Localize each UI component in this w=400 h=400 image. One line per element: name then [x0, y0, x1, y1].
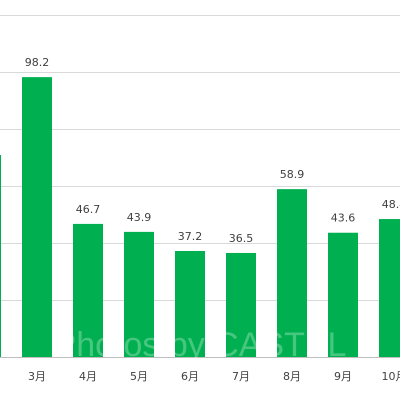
x-axis-tick-labels: 2月3月4月5月6月7月8月9月10月	[28, 370, 400, 383]
bar	[226, 252, 256, 357]
bar	[124, 231, 154, 357]
data-label: 46.7	[76, 203, 101, 216]
bar	[22, 77, 52, 357]
bar	[0, 155, 1, 357]
x-tick-label: 5月	[130, 370, 148, 383]
gridlines	[0, 15, 400, 301]
x-tick-label: 10月	[382, 370, 400, 383]
x-tick-label: 4月	[79, 370, 97, 383]
watermark-text: Photos by CASTEL	[54, 326, 347, 364]
x-tick-label: 7月	[232, 370, 250, 383]
x-tick-label: 6月	[181, 370, 199, 383]
data-label: 43.9	[127, 211, 152, 224]
bar	[277, 189, 307, 357]
bar	[379, 219, 400, 357]
x-tick-label: 3月	[28, 370, 46, 383]
data-label: 58.9	[280, 168, 305, 181]
data-label: 48.4	[382, 198, 400, 211]
data-label: 37.2	[178, 230, 203, 243]
bar	[73, 223, 103, 357]
data-label: 43.6	[331, 212, 356, 225]
data-label: 36.5	[229, 232, 254, 245]
bar	[328, 232, 358, 357]
bar	[175, 250, 205, 357]
data-label: 98.2	[25, 56, 50, 69]
x-tick-label: 8月	[283, 370, 301, 383]
data-labels: 98.2 46.7 43.9 37.2 36.5 58.9 43.6 48.4	[25, 56, 400, 245]
bars	[0, 77, 400, 357]
x-tick-label: 9月	[334, 370, 352, 383]
